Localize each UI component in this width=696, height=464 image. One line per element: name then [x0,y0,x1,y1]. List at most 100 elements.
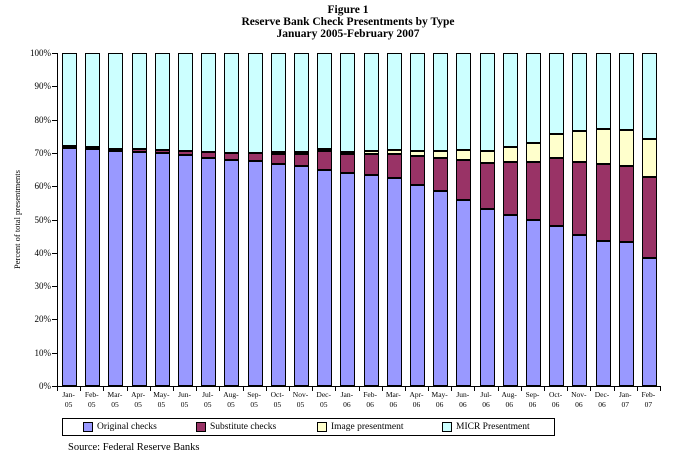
segment-original-checks [641,257,657,386]
segment-substitute-checks [641,177,657,258]
x-tick-mark [196,387,198,391]
x-tick-mark [358,387,360,391]
x-tick-label: Nov- 05 [292,390,309,409]
x-tick-label: Mar- 06 [385,390,401,409]
chart-title: Reserve Bank Check Presentments by Type [241,16,455,28]
segment-image-presentment [572,130,588,162]
x-tick-mark [335,387,337,391]
segment-micr-presentment [363,53,379,152]
segment-substitute-checks [108,148,124,151]
x-tick-mark [497,387,499,391]
legend-item-micr-presentment: MICR Presentment [442,422,530,432]
segment-image-presentment [340,151,356,154]
y-tick-label: 50% [34,214,52,225]
segment-micr-presentment [340,53,356,152]
legend: Original checks Substitute checks Image pr… [62,418,555,436]
y-tick-label: 40% [34,247,52,258]
y-tick-mark [52,252,57,254]
bar-apr-06 [409,53,425,386]
x-tick-mark [57,387,58,391]
y-tick-mark [52,152,57,154]
bar-dec-06 [595,53,611,386]
x-tick-label: Nov- 06 [571,390,587,409]
legend-swatch [442,422,452,432]
legend-swatch [196,422,206,432]
segment-original-checks [317,170,333,386]
segment-image-presentment [433,151,449,158]
segment-substitute-checks [409,155,425,185]
segment-original-checks [433,190,449,386]
segment-image-presentment [479,150,495,163]
segment-substitute-checks [525,161,541,221]
bar-nov-05 [294,53,310,386]
segment-original-checks [62,148,78,386]
x-tick-label: Jan- 07 [618,390,632,409]
segment-original-checks [224,159,240,386]
y-tick-label: 90% [34,81,52,92]
x-tick-label: Feb- 05 [84,390,99,409]
x-tick-label: Apr- 06 [409,390,424,409]
segment-original-checks [502,215,518,386]
segment-original-checks [154,152,170,386]
segment-substitute-checks [201,151,217,158]
segment-substitute-checks [572,161,588,236]
segment-micr-presentment [85,53,101,148]
bar-feb-05 [85,53,101,386]
segment-substitute-checks [456,160,472,201]
bar-feb-07 [641,53,657,386]
x-tick-mark [451,387,453,391]
x-tick-label: Aug- 06 [501,390,517,409]
x-tick-mark [520,387,522,391]
legend-label: Original checks [97,422,157,432]
y-tick-mark [52,386,57,387]
y-tick-label: 60% [34,181,52,192]
y-tick-label: 0% [39,381,51,391]
segment-substitute-checks [270,153,286,164]
x-tick-mark [636,387,638,391]
legend-item-original-checks: Original checks [83,422,157,432]
segment-image-presentment [409,151,425,156]
y-tick-mark [52,219,57,221]
segment-image-presentment [618,129,634,166]
y-tick-mark [52,286,57,288]
segment-original-checks [479,208,495,386]
x-tick-label: May- 06 [431,390,448,409]
segment-micr-presentment [224,53,240,153]
x-tick-label: Apr- 05 [131,390,146,409]
segment-micr-presentment [618,53,634,130]
segment-micr-presentment [131,53,147,150]
segment-micr-presentment [201,53,217,152]
x-tick-label: Sep- 05 [247,390,261,409]
segment-image-presentment [317,149,333,152]
x-tick-label: Feb- 06 [363,390,377,409]
legend-swatch [317,422,327,432]
plot-area [57,53,661,387]
bar-dec-05 [317,53,333,386]
x-tick-mark [103,387,105,391]
x-tick-mark [660,387,661,391]
segment-substitute-checks [363,153,379,175]
x-tick-mark [149,387,151,391]
segment-micr-presentment [641,53,657,139]
x-tick-label: Jan- 05 [62,390,75,409]
segment-image-presentment [386,149,402,154]
x-tick-mark [428,387,430,391]
chart-subtitle: January 2005-February 2007 [276,28,420,40]
segment-original-checks [108,150,124,386]
segment-original-checks [618,242,634,386]
segment-micr-presentment [247,53,263,153]
x-tick-label: Dec- 06 [594,390,610,409]
segment-image-presentment [549,133,565,159]
segment-image-presentment [525,142,541,162]
segment-original-checks [247,161,263,386]
bar-jun-05 [178,53,194,386]
segment-micr-presentment [456,53,472,151]
y-tick-label: 20% [34,314,52,325]
segment-substitute-checks [502,162,518,216]
segment-substitute-checks [62,146,78,149]
x-tick-mark [172,387,174,391]
x-tick-label: Oct- 05 [270,390,284,409]
bar-mar-06 [386,53,402,386]
segment-original-checks [525,220,541,386]
